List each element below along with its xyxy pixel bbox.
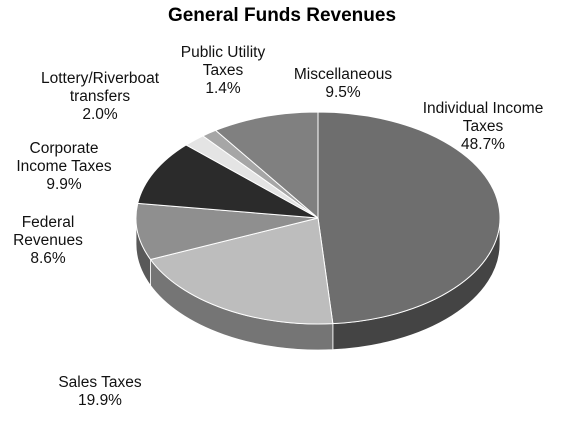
chart-title: General Funds Revenues xyxy=(167,5,397,26)
pie-slice-sales-taxes xyxy=(150,217,334,325)
slice-label-public-utility-taxes: Public Utility Taxes 1.4% xyxy=(180,44,266,97)
pie-slice-miscellaneous xyxy=(215,111,319,219)
slice-label-sales-taxes: Sales Taxes 19.9% xyxy=(58,374,142,409)
slice-label-corporate-income-taxes: Corporate Income Taxes 9.9% xyxy=(16,140,112,193)
pie-slice-individual-income-taxes xyxy=(317,111,501,325)
slice-label-federal-revenues: Federal Revenues 8.6% xyxy=(13,214,83,267)
slice-label-individual-income-taxes: Individual Income Taxes 48.7% xyxy=(422,100,544,153)
pie-slice-federal-revenues xyxy=(135,202,319,260)
slice-label-miscellaneous: Miscellaneous 9.5% xyxy=(293,66,393,101)
slice-label-lottery-riverboat-transfers: Lottery/Riverboat transfers 2.0% xyxy=(40,70,160,123)
pie-slice-corporate-income-taxes xyxy=(137,144,319,219)
